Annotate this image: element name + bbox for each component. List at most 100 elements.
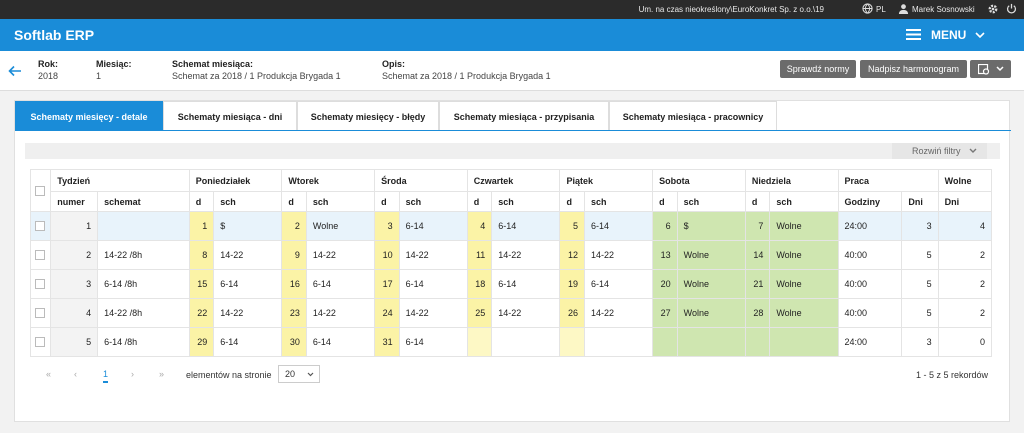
- schedule-table: Tydzień Poniedziałek Wtorek Środa Czwart…: [29, 169, 993, 357]
- cell-day: 29: [188, 327, 215, 357]
- cell-shift: Wolne: [769, 269, 839, 299]
- chevron-down-icon: [969, 148, 977, 153]
- cell-shift: 14-22: [213, 298, 283, 328]
- table-row[interactable]: 3 6-14 /8h 15 6-14 16 6-14 17 6-14 18 6-…: [29, 269, 993, 299]
- header-niedziela[interactable]: Niedziela: [744, 169, 839, 192]
- record-info-bar: Rok: 2018 Miesiąc: 1 Schemat miesiąca: S…: [0, 51, 1024, 91]
- language-selector[interactable]: PL: [876, 5, 886, 14]
- header-czwartek[interactable]: Czwartek: [466, 169, 561, 192]
- header-d[interactable]: d: [374, 191, 400, 212]
- row-checkbox[interactable]: [35, 250, 45, 261]
- cell-schemat: 6-14 /8h: [97, 327, 190, 357]
- row-select-cell: [29, 298, 52, 328]
- cell-schemat: [97, 211, 190, 241]
- header-sch[interactable]: sch: [213, 191, 283, 212]
- header-sch[interactable]: sch: [398, 191, 468, 212]
- table-row[interactable]: 1 1 $ 2 Wolne 3 6-14 4 6-14 5 6-14 6 $ 7…: [29, 211, 993, 241]
- cell-day: 13: [652, 240, 678, 270]
- cell-godziny: 40:00: [837, 298, 903, 328]
- cell-shift: 14-22: [398, 240, 468, 270]
- cell-day: 21: [744, 269, 771, 299]
- actions-dropdown-button[interactable]: [970, 60, 1011, 78]
- cell-shift: $: [676, 211, 746, 241]
- header-d[interactable]: d: [652, 191, 678, 212]
- tab-pracownicy[interactable]: Schematy miesiąca - pracownicy: [609, 101, 777, 131]
- cell-day: 24: [374, 298, 400, 328]
- last-page-button[interactable]: »: [159, 369, 165, 379]
- select-all-checkbox[interactable]: [35, 185, 45, 196]
- row-checkbox[interactable]: [35, 337, 45, 348]
- row-checkbox[interactable]: [35, 221, 45, 232]
- cell-day: 1: [188, 211, 215, 241]
- cell-shift: 14-22: [491, 240, 561, 270]
- header-poniedzialek[interactable]: Poniedziałek: [188, 169, 283, 192]
- chevron-down-icon[interactable]: [975, 31, 985, 39]
- cell-schemat: 6-14 /8h: [97, 269, 190, 299]
- check-norms-button[interactable]: Sprawdź normy: [780, 60, 856, 78]
- cell-day: 4: [466, 211, 493, 241]
- app-title[interactable]: Softlab ERP: [14, 27, 95, 43]
- header-godziny[interactable]: Godziny: [837, 191, 903, 212]
- cell-day: [744, 327, 771, 357]
- header-sch[interactable]: sch: [769, 191, 839, 212]
- next-page-button[interactable]: ›: [131, 369, 134, 379]
- table-row[interactable]: 2 14-22 /8h 8 14-22 9 14-22 10 14-22 11 …: [29, 240, 993, 270]
- globe-icon[interactable]: [862, 3, 873, 14]
- select-all-cell: [29, 169, 52, 212]
- header-sch[interactable]: sch: [305, 191, 376, 212]
- cell-day: 9: [281, 240, 307, 270]
- row-checkbox[interactable]: [35, 308, 45, 319]
- header-d[interactable]: d: [559, 191, 585, 212]
- header-tydzien[interactable]: Tydzień: [50, 169, 190, 192]
- tab-dni[interactable]: Schematy miesiąca - dni: [163, 101, 297, 131]
- header-piatek[interactable]: Piątek: [559, 169, 654, 192]
- user-icon: [898, 4, 909, 14]
- chevron-down-icon: [307, 372, 314, 377]
- expand-filters-button[interactable]: Rozwiń filtry: [892, 143, 987, 159]
- header-schemat[interactable]: schemat: [97, 191, 190, 212]
- cell-day: 22: [188, 298, 215, 328]
- page-size-value: 20: [285, 369, 296, 379]
- cell-shift: 6-14: [583, 269, 654, 299]
- page-number-button[interactable]: 1: [103, 369, 109, 383]
- header-sch[interactable]: sch: [676, 191, 746, 212]
- tab-underline: [15, 130, 1011, 131]
- cell-numer: 2: [50, 240, 99, 270]
- table-row[interactable]: 5 6-14 /8h 29 6-14 30 6-14 31 6-14 24:00…: [29, 327, 993, 357]
- page-size-select[interactable]: 20: [278, 365, 320, 383]
- header-d[interactable]: d: [281, 191, 307, 212]
- power-icon[interactable]: [1006, 3, 1017, 14]
- header-praca[interactable]: Praca: [837, 169, 939, 192]
- header-d[interactable]: d: [744, 191, 771, 212]
- header-dni[interactable]: Dni: [901, 191, 939, 212]
- prev-page-button[interactable]: ‹: [74, 369, 77, 379]
- tab-przypisania[interactable]: Schematy miesiąca - przypisania: [439, 101, 609, 131]
- header-d[interactable]: d: [188, 191, 215, 212]
- tab-detale[interactable]: Schematy miesięcy - detale: [15, 101, 163, 131]
- year-value: 2018: [38, 71, 59, 81]
- header-numer[interactable]: numer: [50, 191, 99, 212]
- tab-bledy[interactable]: Schematy miesięcy - błędy: [297, 101, 439, 131]
- hamburger-icon[interactable]: [906, 29, 921, 40]
- user-name[interactable]: Marek Sosnowski: [912, 5, 975, 14]
- first-page-button[interactable]: «: [46, 369, 52, 379]
- row-checkbox[interactable]: [35, 279, 45, 290]
- header-d[interactable]: d: [466, 191, 493, 212]
- cell-day: 10: [374, 240, 400, 270]
- override-schedule-button[interactable]: Nadpisz harmonogram: [860, 60, 967, 78]
- header-sch[interactable]: sch: [583, 191, 654, 212]
- header-sobota[interactable]: Sobota: [652, 169, 746, 192]
- menu-button[interactable]: MENU: [931, 28, 967, 42]
- gear-icon[interactable]: [987, 3, 999, 15]
- cell-day: 17: [374, 269, 400, 299]
- company-context[interactable]: Um. na czas nieokreślony\EuroKonkret Sp.…: [638, 5, 824, 14]
- header-wtorek[interactable]: Wtorek: [281, 169, 376, 192]
- tab-strip: Schematy miesięcy - detale Schematy mies…: [15, 101, 1011, 131]
- header-wolne[interactable]: Wolne: [937, 169, 993, 192]
- header-sroda[interactable]: Środa: [374, 169, 468, 192]
- header-wolne-dni[interactable]: Dni: [937, 191, 993, 212]
- table-row[interactable]: 4 14-22 /8h 22 14-22 23 14-22 24 14-22 2…: [29, 298, 993, 328]
- back-arrow-icon[interactable]: [8, 64, 22, 78]
- cell-day: 15: [188, 269, 215, 299]
- header-sch[interactable]: sch: [491, 191, 561, 212]
